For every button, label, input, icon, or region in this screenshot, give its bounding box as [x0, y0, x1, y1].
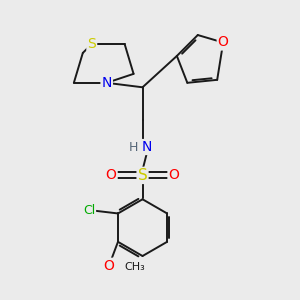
Text: H: H	[129, 140, 138, 154]
Text: Cl: Cl	[83, 204, 95, 217]
Text: S: S	[138, 168, 147, 183]
Text: CH₃: CH₃	[124, 262, 145, 272]
Text: O: O	[103, 259, 114, 273]
Text: N: N	[142, 140, 152, 154]
Text: S: S	[87, 37, 96, 51]
Text: O: O	[169, 168, 179, 182]
Text: N: N	[101, 76, 112, 90]
Text: O: O	[106, 168, 117, 182]
Text: O: O	[218, 35, 229, 50]
